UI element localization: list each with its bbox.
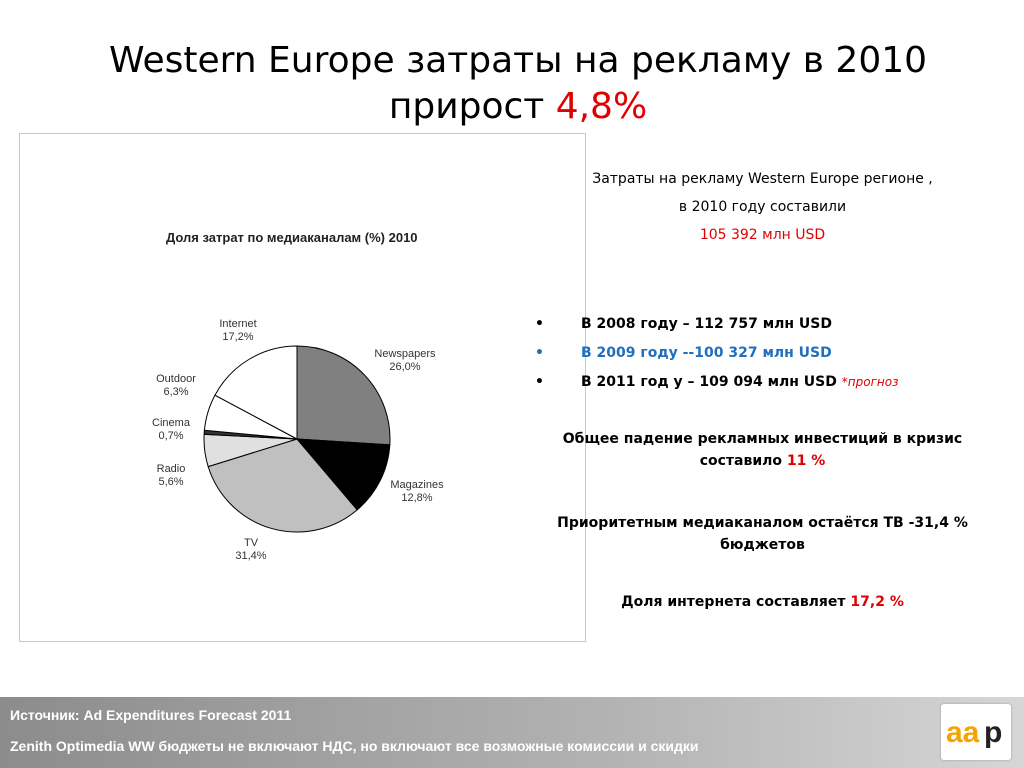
pie-slice-magazines <box>295 438 391 511</box>
logo-text: aa <box>946 716 980 749</box>
aap-logo: aa p <box>941 704 1011 760</box>
footer-source: Источник: Ad Expenditures Forecast 2011 <box>10 707 292 723</box>
slice-name-radio: Radio <box>157 463 186 475</box>
bullet-text-2008: В 2008 году – 112 757 млн USD <box>581 316 833 332</box>
bullet-text-2011: В 2011 год у – 109 094 млн USD *прогноз <box>581 368 898 397</box>
summary-total: 105 392 млн USD <box>699 227 826 243</box>
logo-text-p: p <box>984 716 1002 749</box>
slice-value-radio: 5,6% <box>158 476 183 488</box>
slice-name-internet: Internet <box>219 318 256 330</box>
bullet-dot: • <box>535 345 544 361</box>
decline-text: Общее падение рекламных инвестиций в кри… <box>562 431 963 469</box>
slice-value-tv: 31,4% <box>235 550 266 562</box>
summary-line-1: Затраты на рекламу Western Europe регион… <box>592 171 933 187</box>
decline-value: 11 % <box>786 453 826 469</box>
year-bullets: • В 2008 году – 112 757 млн USD • В 2009… <box>535 310 995 397</box>
bullet-2008: • В 2008 году – 112 757 млн USD <box>535 310 995 339</box>
pie-slices <box>203 345 391 533</box>
slice-value-cinema: 0,7% <box>158 430 183 442</box>
title-prefix: прирост <box>388 86 556 127</box>
forecast-note: *прогноз <box>841 375 899 389</box>
logo-mark: aa p <box>946 716 1002 749</box>
bullet-dot: • <box>535 316 544 332</box>
slice-value-magazines: 12,8% <box>401 492 432 504</box>
slice-value-outdoor: 6,3% <box>163 386 188 398</box>
pie-slice-tv <box>207 438 358 533</box>
pie-slice-newspapers <box>296 345 391 446</box>
slice-name-tv: TV <box>244 537 259 549</box>
pie-slice-internet <box>214 345 298 440</box>
slice-name-newspapers: Newspapers <box>374 348 436 360</box>
bullet-dot: • <box>535 374 544 390</box>
bullet-text-2009: В 2009 году --100 327 млн USD <box>581 345 832 361</box>
footer-bar: Источник: Ad Expenditures Forecast 2011 … <box>0 697 1024 768</box>
chart-title: Доля затрат по медиаканалам (%) 2010 <box>166 230 418 245</box>
slice-value-newspapers: 26,0% <box>389 361 420 373</box>
footer-note: Zenith Optimedia WW бюджеты не включают … <box>10 738 699 754</box>
internet-value: 17,2 % <box>850 594 904 610</box>
slice-name-cinema: Cinema <box>152 417 191 429</box>
title-line-1: Western Europe затраты на рекламу в 2010 <box>108 40 928 81</box>
bullet-2009: • В 2009 году --100 327 млн USD <box>535 339 995 368</box>
slice-value-internet: 17,2% <box>222 331 253 343</box>
growth-value: 4,8% <box>555 86 648 127</box>
title-line-2: прирост 4,8% <box>0 84 1024 130</box>
bullet-text-2011-main: В 2011 год у – 109 094 млн USD <box>581 374 842 390</box>
internet-paragraph: Доля интернета составляет 17,2 % <box>535 591 990 613</box>
summary-block: Затраты на рекламу Western Europe регион… <box>535 165 990 249</box>
chart-frame: Доля затрат по медиаканалам (%) 2010 New… <box>19 133 586 642</box>
pie-chart: Доля затрат по медиаканалам (%) 2010 New… <box>152 230 444 562</box>
slice-name-magazines: Magazines <box>390 479 444 491</box>
internet-text: Доля интернета составляет <box>621 594 851 610</box>
slide-title: Western Europe затраты на рекламу в 2010… <box>0 38 1024 130</box>
priority-paragraph: Приоритетным медиаканалом остаётся ТВ -3… <box>557 515 968 553</box>
decline-paragraph: Общее падение рекламных инвестиций в кри… <box>535 428 990 472</box>
summary-line-2: в 2010 году составили <box>678 199 847 215</box>
bullet-2011: • В 2011 год у – 109 094 млн USD *прогно… <box>535 368 995 397</box>
slice-name-outdoor: Outdoor <box>156 373 196 385</box>
